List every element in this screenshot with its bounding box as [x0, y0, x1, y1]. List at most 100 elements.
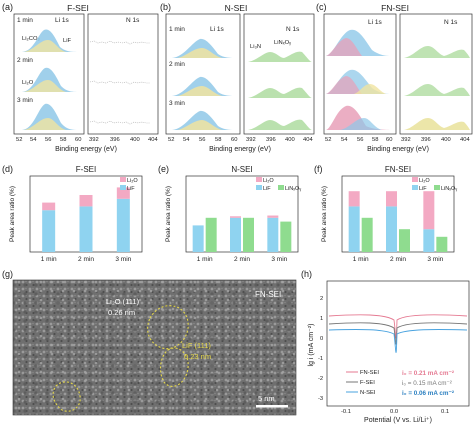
bar-lif-f-2 — [423, 229, 435, 252]
panel-b-li1s-frame — [165, 13, 241, 135]
legend-label-f-2: LiNₓOᵧ — [441, 186, 457, 192]
bar-li2o-d-0 — [42, 202, 56, 211]
panel-h-ytick: -3 — [318, 396, 323, 402]
panel-b-time-3: 3 min — [169, 100, 185, 107]
panel-d-letter: (d) — [2, 164, 13, 174]
panel-h-ytick: -2 — [318, 376, 323, 382]
panel-b-xtick: 60 — [231, 137, 237, 143]
panel-b-n1s-label: N 1s — [286, 26, 300, 33]
panel-a-xtick: 58 — [60, 137, 66, 143]
panel-e-frame — [185, 175, 299, 253]
panel-a-li1s-frame — [13, 13, 85, 135]
panel-a-time-2: 2 min — [17, 57, 33, 64]
panel-f-letter: (f) — [314, 164, 323, 174]
panel-f-frame — [341, 175, 455, 253]
panel-d-chart: (d) F-SEI Peak area ratio (%) 1 min 2 min 3 m… — [2, 164, 143, 263]
bar-linxoy-e-1 — [243, 217, 254, 252]
bar-li2o-d-1 — [79, 195, 93, 207]
panel-c-n1s-label: N 1s — [444, 19, 458, 26]
panel-d-xtick: 2 min — [78, 256, 94, 263]
panel-a-xtick: 392 — [89, 137, 99, 143]
panel-b-n1s-peak-3 — [248, 119, 312, 130]
panel-h-ylabel: lg i (mA cm⁻²) — [308, 324, 315, 367]
lif-annotation: LiF (111) — [182, 341, 211, 350]
panel-h: (h) lg i (mA cm⁻²) 2 1 0 -1 -2 -3 -0.1 0… — [301, 269, 470, 424]
lif-region-outline — [147, 305, 189, 350]
panel-b-xtick: 404 — [303, 137, 313, 143]
panel-c-xtick: 396 — [421, 137, 431, 143]
panel-b: (b) N-SEI Li 1s N 1s 1 min 2 min 3 min L… — [160, 2, 315, 153]
bar-li2o-f-1 — [386, 191, 397, 207]
panel-c-peak-3 — [326, 105, 394, 130]
lif-dspacing: 0.23 nm — [184, 352, 211, 361]
panel-a-xlabel: Binding energy (eV) — [55, 146, 117, 153]
panel-a-species-li2co3: Li₂CO₃ — [22, 36, 40, 42]
panel-h-xtick: -0.1 — [341, 409, 351, 415]
panel-h-xtick: 0.0 — [390, 409, 398, 415]
bar-linxoy-f-2 — [436, 236, 448, 252]
lif-region-outline-2 — [159, 347, 189, 387]
panel-b-subpeak-1 — [178, 48, 222, 58]
panel-b-title: N-SEI — [225, 3, 248, 13]
panel-b-subpeak-2 — [178, 86, 222, 96]
li2o-dspacing: 0.26 nm — [108, 308, 135, 317]
bar-linxoy-e-2 — [280, 221, 292, 252]
panel-b-xlabel: Binding energy (eV) — [209, 146, 271, 153]
panel-c-n1s-peak-2 — [404, 84, 470, 96]
panel-a-n1s-trace-2 — [89, 80, 150, 85]
panel-b-xtick: 396 — [266, 137, 276, 143]
panel-h-frame — [326, 280, 470, 407]
panel-a-n1s-trace-3 — [89, 120, 150, 125]
li2o-annotation: Li₂O (111) — [106, 297, 140, 306]
legend-swatch-d-1 — [120, 185, 126, 190]
i0-f-sei: i₀ = 0.15 mA cm⁻² — [402, 380, 452, 387]
bar-linxoy-f-0 — [361, 217, 373, 252]
panel-a-subpeak-2 — [24, 80, 66, 92]
panel-f-xtick: 1 min — [353, 256, 369, 263]
legend-label-f-1: LiF — [419, 186, 427, 192]
legend-swatch-d-0 — [120, 177, 126, 182]
panel-a-xtick: 56 — [45, 137, 51, 143]
legend-fn-sei: FN-SEI — [360, 370, 379, 376]
panel-a-n1s-label: N 1s — [126, 17, 140, 24]
legend-label-f-0: Li₂O — [419, 178, 430, 184]
panel-a-xtick: 52 — [16, 137, 22, 143]
panel-c-li1s-label: Li 1s — [368, 19, 382, 26]
bar-li2o-f-0 — [348, 191, 360, 207]
panel-a-xtick: 60 — [75, 137, 81, 143]
bar-lif-e-0 — [192, 225, 204, 252]
panel-e-title: N-SEI — [231, 165, 252, 174]
panel-c-xtick: 58 — [372, 137, 378, 143]
bar-li2o-d-2 — [116, 187, 130, 199]
bar-linxoy-f-1 — [399, 229, 410, 252]
panel-a-subpeak-3 — [24, 118, 66, 130]
legend-swatch-e-0 — [256, 177, 262, 182]
panel-a-n1s-trace-1 — [89, 40, 150, 45]
panel-c-xlabel: Binding energy (eV) — [367, 146, 429, 153]
tafel-curve-fn-sei — [328, 314, 468, 339]
tafel-curve-f-sei — [328, 322, 468, 345]
panel-b-time-2: 2 min — [169, 61, 185, 68]
scale-bar-label: 5 nm — [258, 394, 275, 403]
panel-a: (a) F-SEI Li 1s N 1s 1 min 2 min 3 min L… — [2, 2, 158, 153]
panel-c-xtick: 404 — [460, 137, 470, 143]
panel-a-xtick: 54 — [30, 137, 37, 143]
legend-label-d-1: LiF — [127, 186, 135, 192]
panel-a-species-lif: LiF — [63, 38, 72, 44]
bar-li2o-e-1 — [230, 216, 241, 218]
panel-g-letter: (g) — [2, 269, 13, 279]
panel-c-li1s-frame — [323, 13, 397, 135]
scale-bar — [256, 405, 288, 408]
panel-d-xtick: 1 min — [41, 256, 57, 263]
legend-label-d-0: Li₂O — [127, 178, 138, 184]
legend-swatch-f-2 — [434, 185, 440, 190]
legend-swatch-e-1 — [256, 185, 262, 190]
bar-lif-f-1 — [386, 206, 397, 252]
panel-h-letter: (h) — [301, 269, 312, 279]
panel-d-ylabel: Peak area ratio (%) — [9, 186, 16, 242]
panel-f-ylabel: Peak area ratio (%) — [321, 186, 328, 242]
bar-li2o-f-2 — [423, 191, 435, 230]
bar-lif-e-1 — [230, 217, 241, 252]
